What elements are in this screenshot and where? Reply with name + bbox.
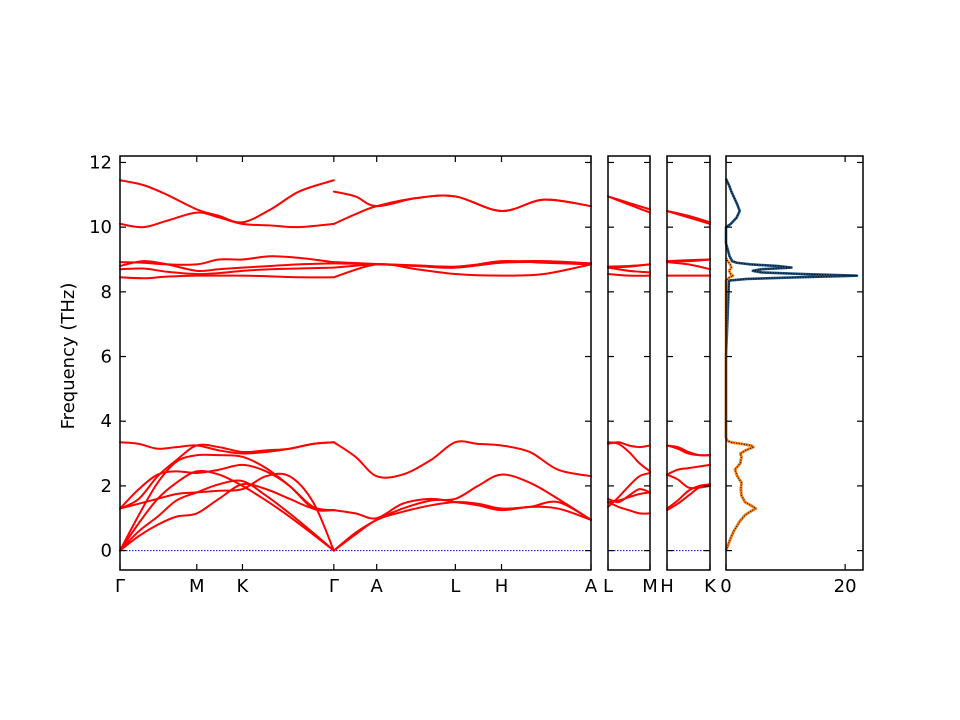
phonon-band [119, 274, 335, 280]
phonon-band [119, 179, 335, 224]
dos-panel: 0 20 [720, 155, 864, 597]
phonon-band [332, 260, 592, 268]
phonon-band [332, 440, 592, 479]
phonon-band [119, 472, 335, 552]
x-tick-label: H [660, 576, 674, 597]
y-tick-label: 6 [101, 347, 112, 368]
phonon-band [119, 441, 335, 510]
panel-frame [607, 155, 651, 571]
x-tick-label: A [585, 576, 598, 597]
x-tick-label: M [642, 576, 658, 597]
phonon-band [607, 471, 651, 508]
dos-x-tick-label: 20 [834, 576, 857, 597]
x-tick-label: A [371, 576, 384, 597]
phonon-band [666, 209, 711, 225]
y-tick-label: 2 [101, 476, 112, 497]
phonon-band [607, 501, 651, 515]
phonon-band [607, 263, 651, 268]
x-tick-label: Γ [329, 576, 339, 597]
dos-x-tick-label: 0 [720, 576, 731, 597]
phonon-band [666, 261, 711, 271]
total-dos-dots [725, 178, 858, 551]
x-tick-label: L [450, 576, 460, 597]
x-tick-label: K [704, 576, 717, 597]
phonon-band [607, 273, 651, 277]
phonon-band [607, 441, 651, 449]
x-tick-label: L [603, 576, 613, 597]
phonon-band [119, 482, 335, 552]
phonon-band [332, 500, 592, 552]
phonon-band [119, 479, 335, 552]
partial-dos-curve [724, 257, 758, 552]
y-tick-label: 8 [101, 282, 112, 303]
phonon-band [332, 497, 592, 521]
x-tick-label: Γ [115, 576, 125, 597]
x-tick-label: M [189, 576, 205, 597]
y-tick-label: 0 [101, 541, 112, 562]
phonon-band [666, 258, 711, 263]
band-panel-main: 0 2 4 6 8 10 12 Γ M K Γ A L H A [89, 152, 598, 597]
y-axis-label: Frequency (THz) [58, 283, 79, 430]
y-tick-label: 12 [89, 152, 112, 173]
phonon-band [666, 463, 711, 476]
phonon-band [119, 260, 335, 273]
y-tick-label: 10 [89, 217, 112, 238]
phonon-band [119, 255, 335, 266]
dos-frame [725, 155, 864, 571]
phonon-band [119, 211, 335, 229]
phonon-band [332, 190, 592, 212]
phonon-band [119, 266, 335, 276]
phonon-band [332, 473, 592, 552]
x-tick-label: K [237, 576, 250, 597]
phonon-band [607, 195, 651, 214]
phonon-band [666, 444, 711, 457]
panel-frame [666, 155, 711, 571]
phonon-band [666, 473, 711, 490]
phonon-band [119, 453, 335, 552]
y-tick-label: 4 [101, 411, 112, 432]
total-dos-curve [724, 178, 859, 552]
phonon-band [666, 483, 711, 510]
panel-frame [119, 155, 592, 571]
x-tick-label: H [495, 576, 509, 597]
phonon-band [119, 469, 335, 552]
